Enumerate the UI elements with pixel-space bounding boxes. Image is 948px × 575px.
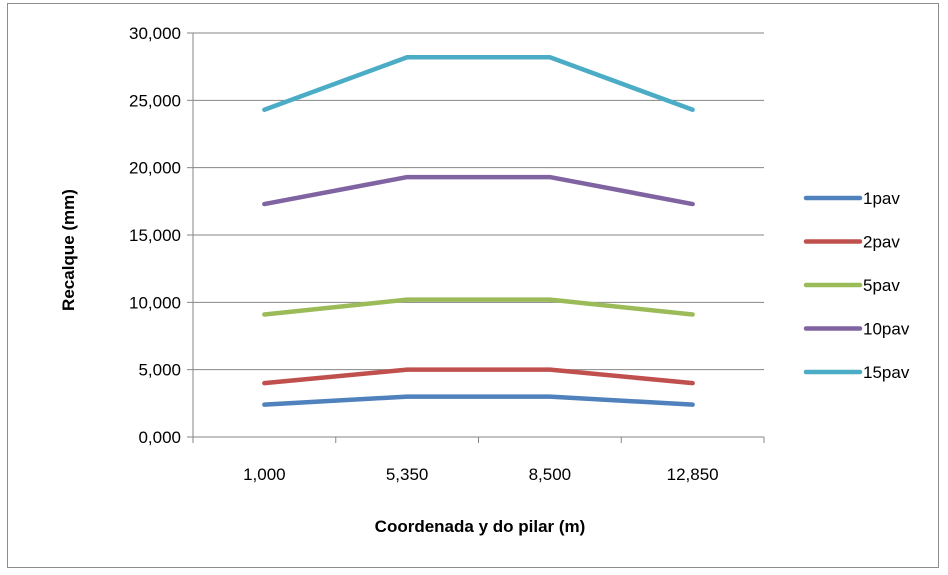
legend-label-15pav: 15pav bbox=[863, 363, 910, 382]
y-tick-labels: 0,000 5,000 10,000 15,000 20,000 25,000 30,000 bbox=[129, 24, 181, 447]
x-tick-labels: 1,000 5,350 8,500 12,850 bbox=[243, 465, 719, 484]
y-tick-label: 5,000 bbox=[138, 361, 181, 380]
legend-label-2pav: 2pav bbox=[863, 233, 900, 252]
y-tick-label: 0,000 bbox=[138, 428, 181, 447]
legend-label-5pav: 5pav bbox=[863, 276, 900, 295]
series-line-1pav bbox=[262, 394, 695, 407]
axes bbox=[187, 32, 765, 443]
y-axis-title: Recalque (mm) bbox=[59, 189, 78, 311]
series-line-10pav bbox=[262, 174, 695, 207]
legend-label-10pav: 10pav bbox=[863, 320, 910, 339]
legend-label-1pav: 1pav bbox=[863, 189, 900, 208]
x-tick-label: 1,000 bbox=[243, 465, 286, 484]
series-lines bbox=[262, 54, 695, 407]
y-tick-label: 15,000 bbox=[129, 226, 181, 245]
x-tick-label: 12,850 bbox=[667, 465, 719, 484]
chart-frame bbox=[7, 3, 939, 568]
x-tick-label: 5,350 bbox=[386, 465, 429, 484]
x-axis-title: Coordenada y do pilar (m) bbox=[375, 517, 586, 536]
x-tick-label: 8,500 bbox=[529, 465, 572, 484]
series-line-15pav bbox=[262, 54, 695, 113]
y-tick-label: 20,000 bbox=[129, 159, 181, 178]
y-tick-label: 10,000 bbox=[129, 293, 181, 312]
y-tick-label: 25,000 bbox=[129, 91, 181, 110]
series-line-5pav bbox=[262, 297, 695, 317]
series-line-2pav bbox=[262, 367, 695, 386]
y-tick-label: 30,000 bbox=[129, 24, 181, 43]
legend: 1pav 2pav 5pav 10pav 15pav bbox=[803, 189, 910, 382]
